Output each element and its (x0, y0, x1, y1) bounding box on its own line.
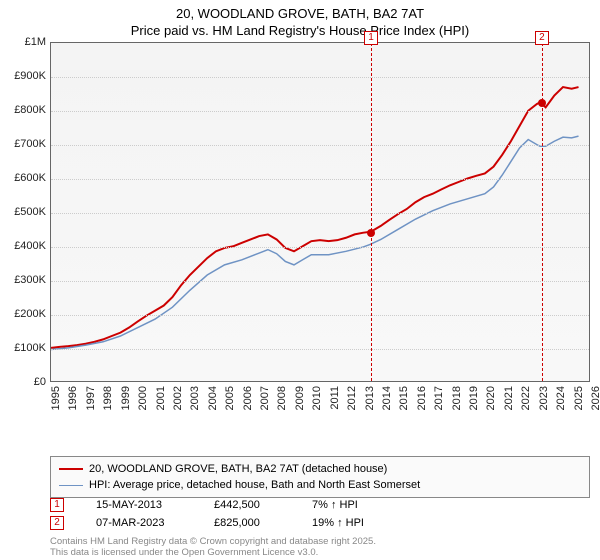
legend-item: 20, WOODLAND GROVE, BATH, BA2 7AT (detac… (59, 461, 581, 477)
y-tick-label: £400K (0, 240, 46, 252)
copyright-footnote: Contains HM Land Registry data © Crown c… (50, 536, 376, 559)
sale-marker-dot (367, 229, 375, 237)
title-address: 20, WOODLAND GROVE, BATH, BA2 7AT (0, 6, 600, 23)
sales-table: 1 15-MAY-2013 £442,500 7% ↑ HPI 2 07-MAR… (50, 496, 590, 532)
legend: 20, WOODLAND GROVE, BATH, BA2 7AT (detac… (50, 456, 590, 498)
y-tick-label: £500K (0, 206, 46, 218)
sale-diff: 19% ↑ HPI (312, 517, 432, 529)
chart-title: 20, WOODLAND GROVE, BATH, BA2 7AT Price … (0, 0, 600, 40)
gridline (51, 145, 589, 146)
sale-marker-box: 2 (535, 31, 549, 45)
gridline (51, 349, 589, 350)
y-tick-label: £300K (0, 274, 46, 286)
plot-area: 12 (50, 42, 590, 382)
gridline (51, 247, 589, 248)
sale-date: 07-MAR-2023 (96, 517, 206, 529)
gridline (51, 281, 589, 282)
y-tick-label: £600K (0, 172, 46, 184)
series-line (51, 136, 579, 349)
y-tick-label: £700K (0, 138, 46, 150)
sale-marker-line (371, 43, 372, 381)
series-line (51, 87, 579, 348)
gridline (51, 77, 589, 78)
gridline (51, 179, 589, 180)
legend-label: HPI: Average price, detached house, Bath… (89, 479, 420, 491)
gridline (51, 111, 589, 112)
sale-index-box: 2 (50, 516, 64, 530)
legend-swatch (59, 468, 83, 470)
sale-price: £825,000 (214, 517, 304, 529)
sale-price: £442,500 (214, 499, 304, 511)
x-tick-label: 2026 (590, 386, 600, 410)
sale-date: 15-MAY-2013 (96, 499, 206, 511)
footnote-line: Contains HM Land Registry data © Crown c… (50, 536, 376, 547)
gridline (51, 213, 589, 214)
sale-index-box: 1 (50, 498, 64, 512)
sale-marker-box: 1 (364, 31, 378, 45)
gridline (51, 315, 589, 316)
y-tick-label: £0 (0, 376, 46, 388)
legend-swatch (59, 485, 83, 486)
legend-label: 20, WOODLAND GROVE, BATH, BA2 7AT (detac… (89, 463, 387, 475)
sales-row: 2 07-MAR-2023 £825,000 19% ↑ HPI (50, 514, 590, 532)
chart-container: 12 £0 £100K £200K £300K £400K £500K £600K £700K… (0, 42, 600, 420)
sale-marker-line (542, 43, 543, 381)
y-tick-label: £1M (0, 36, 46, 48)
y-tick-label: £100K (0, 342, 46, 354)
title-subtitle: Price paid vs. HM Land Registry's House … (0, 23, 600, 40)
y-tick-label: £900K (0, 70, 46, 82)
y-tick-label: £200K (0, 308, 46, 320)
y-tick-label: £800K (0, 104, 46, 116)
sale-marker-dot (538, 99, 546, 107)
sale-diff: 7% ↑ HPI (312, 499, 432, 511)
footnote-line: This data is licensed under the Open Gov… (50, 547, 376, 558)
sales-row: 1 15-MAY-2013 £442,500 7% ↑ HPI (50, 496, 590, 514)
legend-item: HPI: Average price, detached house, Bath… (59, 477, 581, 493)
